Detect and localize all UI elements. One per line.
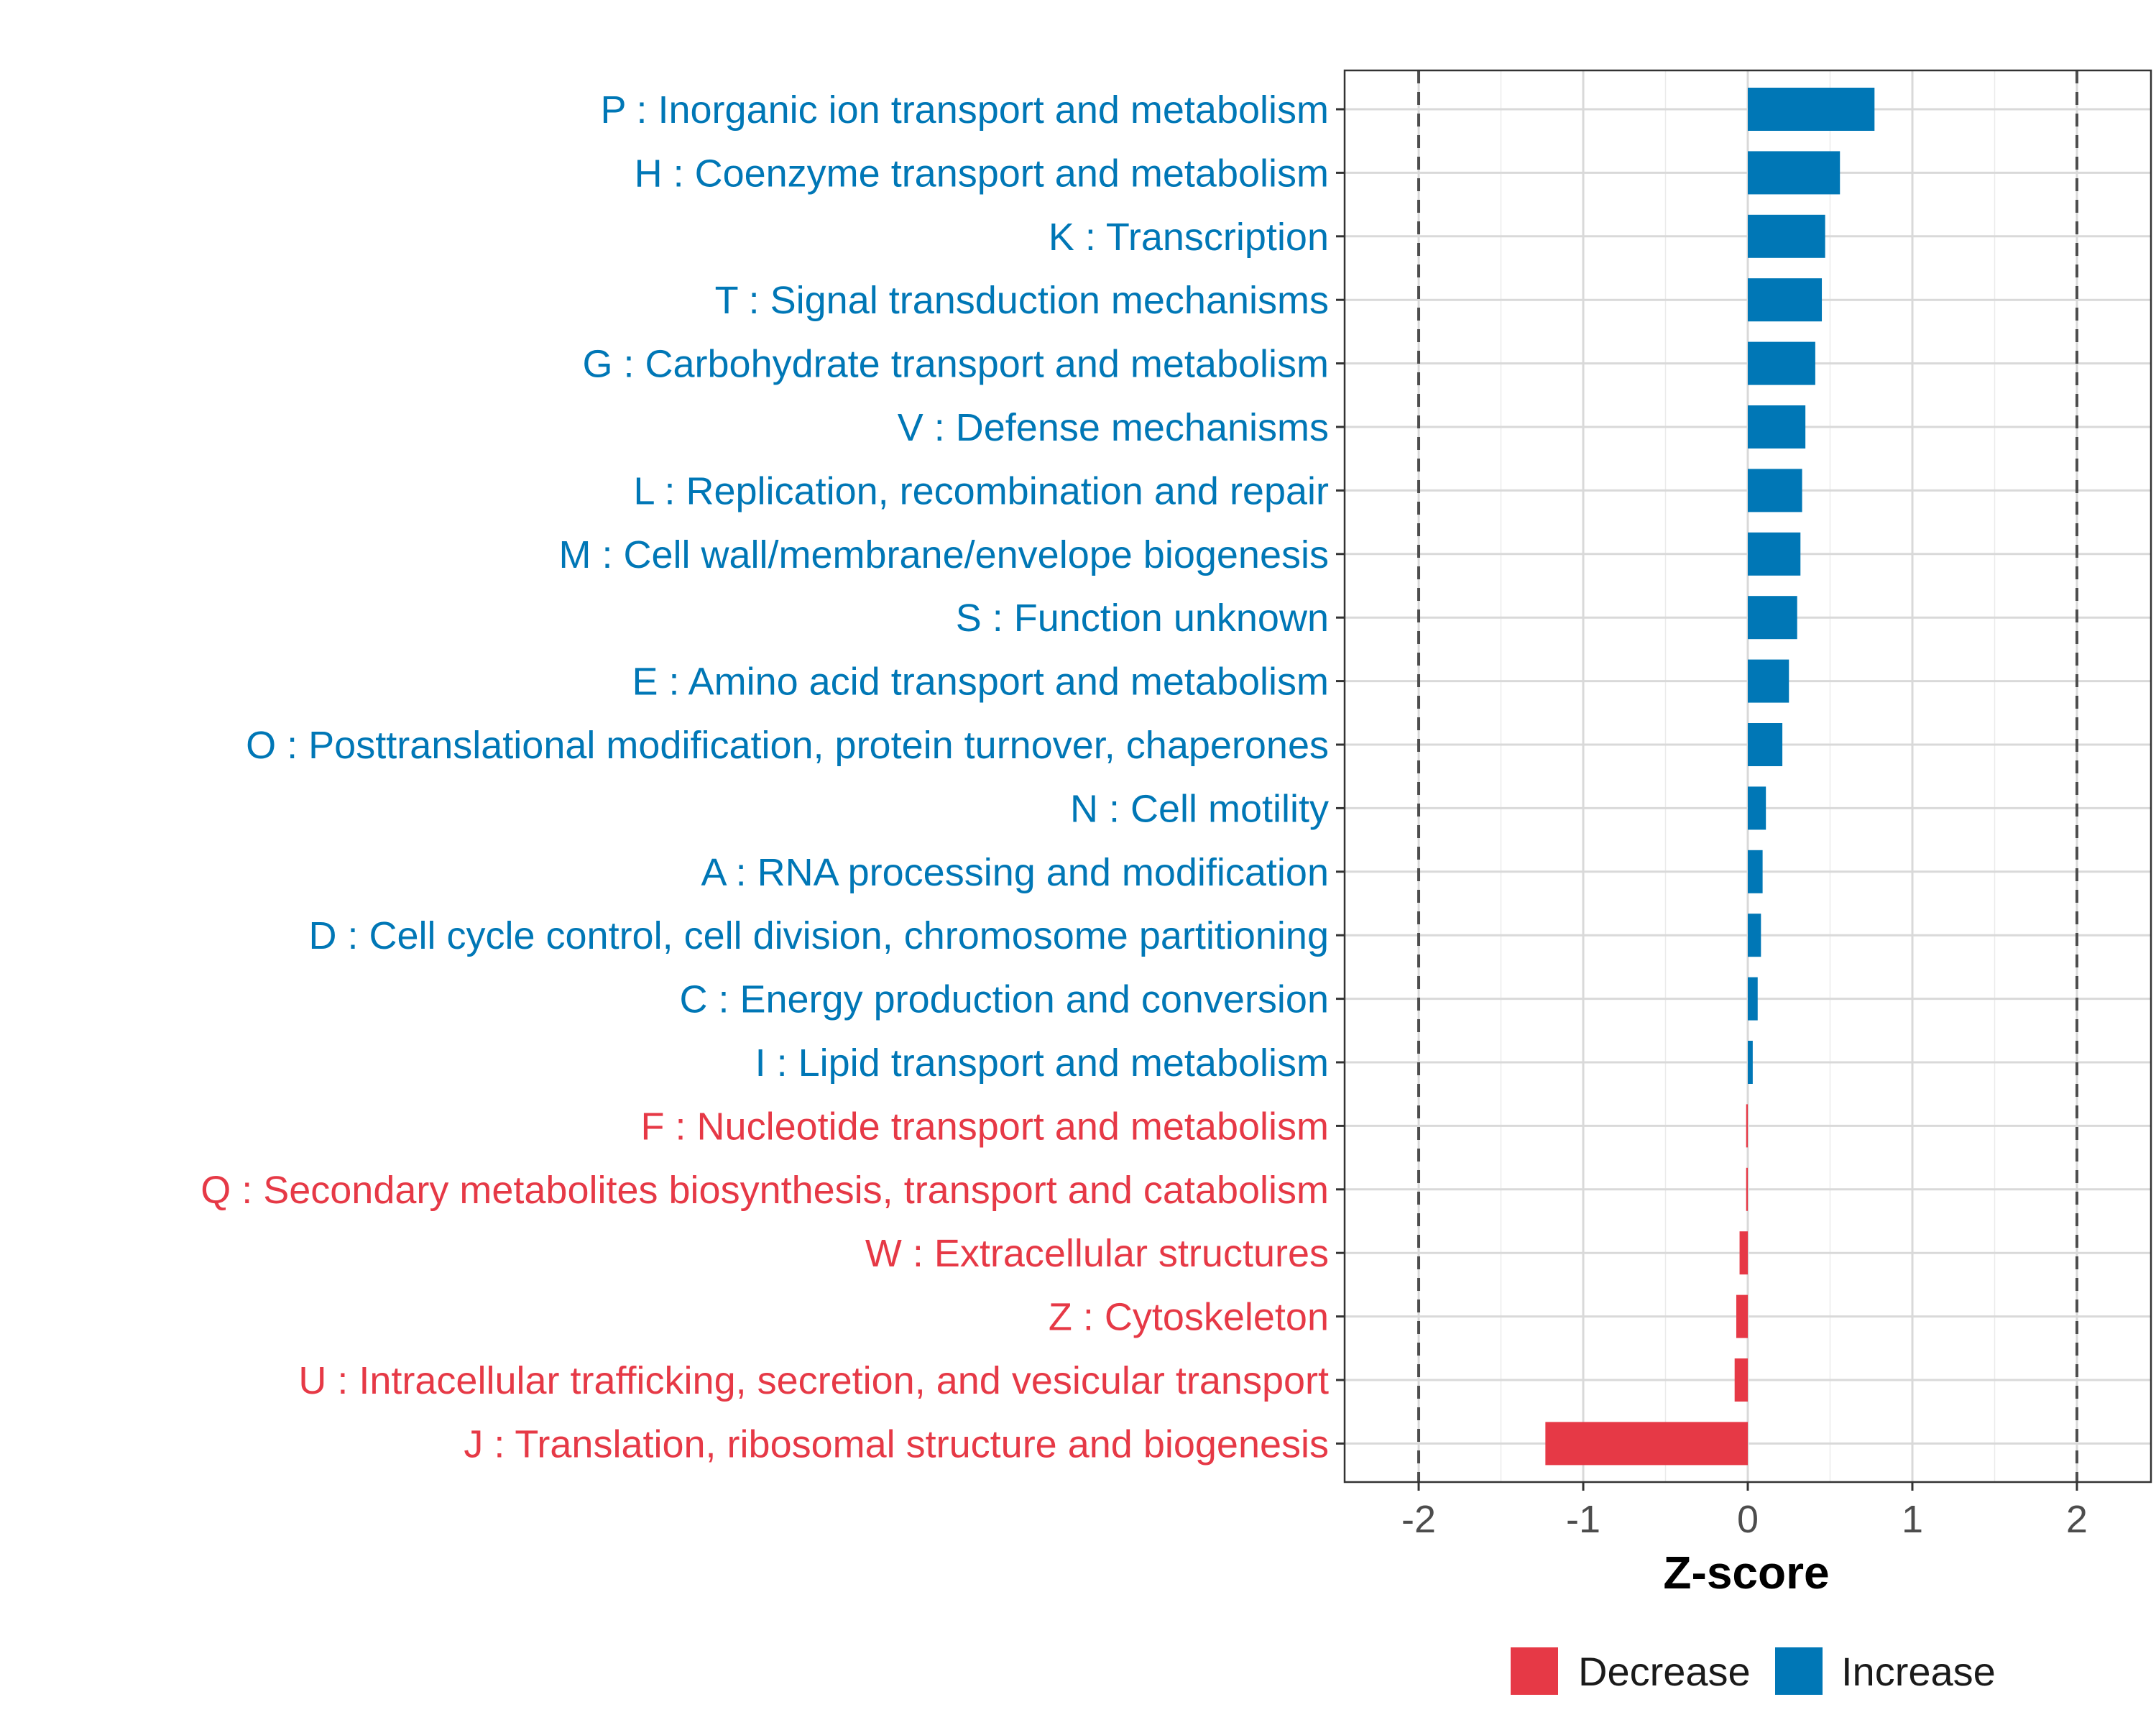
- bar-p: [1748, 88, 1875, 131]
- bar-m: [1748, 532, 1801, 576]
- reference-lines: [1417, 70, 2078, 1482]
- category-label-m: M : Cell wall/membrane/envelope biogenes…: [558, 533, 1329, 576]
- x-tick-label: 2: [2066, 1498, 2088, 1541]
- legend-label-decrease: Decrease: [1578, 1649, 1751, 1694]
- category-label-z: Z : Cytoskeleton: [1049, 1296, 1329, 1339]
- category-label-k: K : Transcription: [1049, 216, 1329, 259]
- x-axis-title: Z-score: [1663, 1547, 1829, 1598]
- category-label-h: H : Coenzyme transport and metabolism: [635, 152, 1329, 195]
- bar-v: [1748, 405, 1806, 448]
- category-label-f: F : Nucleotide transport and metabolism: [641, 1105, 1329, 1148]
- category-label-o: O : Posttranslational modification, prot…: [246, 724, 1329, 767]
- bar-t: [1748, 278, 1823, 322]
- bar-w: [1739, 1231, 1748, 1275]
- category-label-t: T : Signal transduction mechanisms: [715, 279, 1329, 322]
- y-axis-category-labels: P : Inorganic ion transport and metaboli…: [201, 88, 1329, 1466]
- category-label-p: P : Inorganic ion transport and metaboli…: [600, 88, 1329, 132]
- category-label-i: I : Lipid transport and metabolism: [755, 1041, 1329, 1085]
- bar-g: [1748, 341, 1815, 385]
- x-tick-label: 1: [1902, 1498, 1923, 1541]
- bar-c: [1748, 977, 1758, 1021]
- category-label-j: J : Translation, ribosomal structure and…: [464, 1422, 1329, 1466]
- bar-f: [1746, 1104, 1748, 1148]
- category-label-n: N : Cell motility: [1070, 787, 1329, 830]
- bar-l: [1748, 469, 1802, 512]
- bar-u: [1734, 1358, 1748, 1402]
- bar-h: [1748, 151, 1841, 195]
- bar-d: [1748, 914, 1761, 957]
- category-label-s: S : Function unknown: [956, 597, 1329, 640]
- bar-e: [1748, 659, 1789, 703]
- category-label-u: U : Intracellular trafficking, secretion…: [298, 1359, 1329, 1402]
- x-tick-label: -2: [1401, 1498, 1436, 1541]
- category-label-d: D : Cell cycle control, cell division, c…: [308, 914, 1329, 957]
- bar-o: [1748, 723, 1783, 766]
- bar-a: [1748, 850, 1763, 893]
- legend: Decrease Increase: [1511, 1647, 1996, 1695]
- x-tick-label: 0: [1737, 1498, 1759, 1541]
- x-tick-label: -1: [1566, 1498, 1600, 1541]
- legend-swatch-increase: [1775, 1647, 1823, 1695]
- x-axis-ticks: -2 -1 0 1 2: [1401, 1482, 2088, 1541]
- bars: [1545, 88, 1875, 1466]
- bar-j: [1545, 1422, 1748, 1466]
- category-label-q: Q : Secondary metabolites biosynthesis, …: [201, 1169, 1329, 1212]
- y-axis-ticks: [1336, 108, 1345, 1445]
- legend-swatch-decrease: [1511, 1647, 1558, 1695]
- category-label-w: W : Extracellular structures: [865, 1232, 1329, 1275]
- category-label-c: C : Energy production and conversion: [679, 978, 1329, 1021]
- bar-k: [1748, 214, 1825, 258]
- bar-i: [1748, 1041, 1753, 1084]
- category-label-a: A : RNA processing and modification: [701, 851, 1329, 894]
- bar-q: [1746, 1167, 1748, 1211]
- category-label-v: V : Defense mechanisms: [898, 406, 1329, 449]
- bar-s: [1748, 596, 1797, 640]
- category-label-l: L : Replication, recombination and repai…: [633, 469, 1329, 512]
- category-label-g: G : Carbohydrate transport and metabolis…: [583, 343, 1330, 386]
- bar-z: [1736, 1294, 1748, 1338]
- legend-label-increase: Increase: [1841, 1649, 1996, 1694]
- bar-n: [1748, 786, 1766, 830]
- category-label-e: E : Amino acid transport and metabolism: [632, 661, 1329, 704]
